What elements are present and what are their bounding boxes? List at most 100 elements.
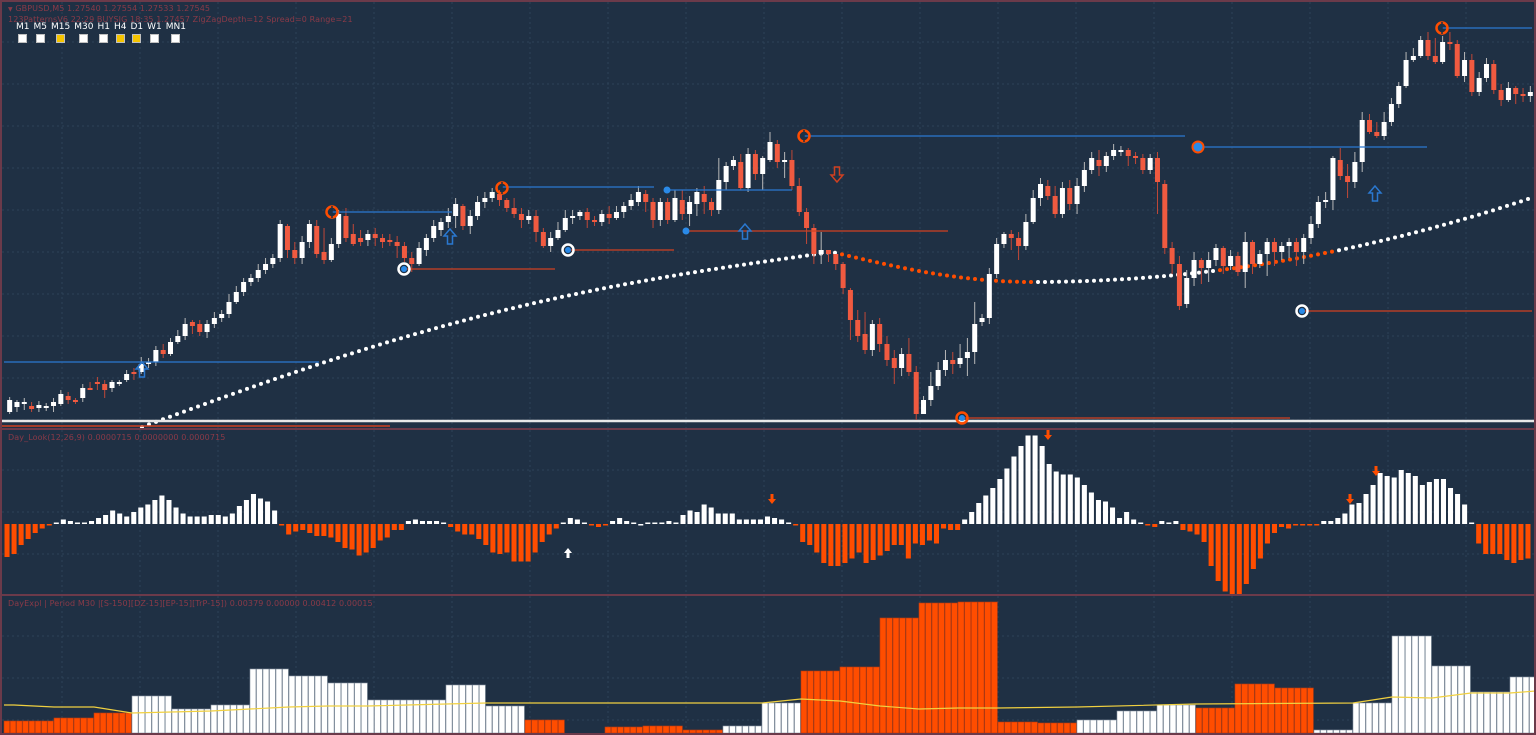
buy-signal-arrow-icon[interactable] xyxy=(442,227,458,245)
bullish-candle[interactable] xyxy=(431,226,437,238)
bullish-candle[interactable] xyxy=(1396,86,1402,104)
bearish-candle[interactable] xyxy=(1008,234,1014,238)
bearish-candle[interactable] xyxy=(1454,44,1460,76)
bearish-candle[interactable] xyxy=(1447,42,1453,44)
bearish-candle[interactable] xyxy=(840,264,846,288)
bullish-candle[interactable] xyxy=(716,180,722,210)
bullish-candle[interactable] xyxy=(299,242,305,258)
bearish-candle[interactable] xyxy=(643,194,649,202)
bearish-candle[interactable] xyxy=(1520,94,1526,96)
bullish-candle[interactable] xyxy=(489,192,495,198)
bullish-candle[interactable] xyxy=(548,238,554,246)
bullish-candle[interactable] xyxy=(687,202,693,214)
bullish-candle[interactable] xyxy=(1228,256,1234,266)
bearish-candle[interactable] xyxy=(29,406,35,409)
bullish-candle[interactable] xyxy=(7,400,13,412)
bearish-candle[interactable] xyxy=(1140,158,1146,170)
bullish-candle[interactable] xyxy=(1264,242,1270,254)
bullish-candle[interactable] xyxy=(1184,278,1190,304)
bearish-candle[interactable] xyxy=(160,350,166,354)
bullish-candle[interactable] xyxy=(109,382,115,388)
bullish-candle[interactable] xyxy=(1352,162,1358,182)
bullish-candle[interactable] xyxy=(248,278,254,282)
bullish-candle[interactable] xyxy=(482,198,488,202)
bullish-candle[interactable] xyxy=(635,192,641,202)
bullish-candle[interactable] xyxy=(613,212,619,218)
bearish-candle[interactable] xyxy=(65,396,71,400)
bullish-candle[interactable] xyxy=(1103,156,1109,166)
bullish-candle[interactable] xyxy=(621,206,627,212)
timeframe-indicator-box[interactable] xyxy=(132,34,142,43)
bullish-candle[interactable] xyxy=(921,400,927,414)
bearish-candle[interactable] xyxy=(1271,242,1277,252)
bearish-candle[interactable] xyxy=(504,200,510,208)
timeframe-indicator-box[interactable] xyxy=(56,34,66,43)
bearish-candle[interactable] xyxy=(1293,242,1299,252)
bullish-candle[interactable] xyxy=(694,192,700,204)
zigzag-top-marker-icon[interactable] xyxy=(1191,140,1205,154)
bearish-candle[interactable] xyxy=(789,160,795,186)
bearish-candle[interactable] xyxy=(1250,242,1256,264)
bullish-candle[interactable] xyxy=(526,216,532,220)
zigzag-bottom-marker-icon[interactable] xyxy=(1295,304,1309,318)
bullish-candle[interactable] xyxy=(935,370,941,386)
bullish-candle[interactable] xyxy=(1388,104,1394,122)
bearish-candle[interactable] xyxy=(1432,56,1438,62)
volume-bar-chart[interactable] xyxy=(2,596,1534,733)
timeframe-h4[interactable]: H4 xyxy=(114,22,126,43)
bearish-candle[interactable] xyxy=(1067,188,1073,204)
bullish-candle[interactable] xyxy=(270,258,276,264)
bearish-candle[interactable] xyxy=(1162,184,1168,248)
bearish-candle[interactable] xyxy=(321,252,327,260)
bullish-candle[interactable] xyxy=(445,216,451,222)
bullish-candle[interactable] xyxy=(760,158,766,174)
bullish-candle[interactable] xyxy=(116,382,122,384)
sell-signal-arrow-icon[interactable] xyxy=(829,166,845,184)
histogram-chart[interactable] xyxy=(2,430,1534,594)
bullish-candle[interactable] xyxy=(562,218,568,230)
bullish-candle[interactable] xyxy=(964,352,970,358)
bearish-candle[interactable] xyxy=(847,290,853,320)
bullish-candle[interactable] xyxy=(555,230,561,238)
bullish-candle[interactable] xyxy=(1242,242,1248,272)
bullish-candle[interactable] xyxy=(1462,60,1468,76)
bearish-candle[interactable] xyxy=(1016,238,1022,246)
bullish-candle[interactable] xyxy=(1118,150,1124,152)
bearish-candle[interactable] xyxy=(387,240,393,242)
bearish-candle[interactable] xyxy=(1367,120,1373,132)
bullish-candle[interactable] xyxy=(1359,120,1365,162)
zigzag-bottom-marker-icon[interactable] xyxy=(561,243,575,257)
bearish-candle[interactable] xyxy=(584,212,590,220)
bullish-candle[interactable] xyxy=(36,405,42,408)
bullish-candle[interactable] xyxy=(599,214,605,222)
bullish-candle[interactable] xyxy=(124,374,130,380)
bullish-candle[interactable] xyxy=(782,160,788,162)
timeframe-indicator-box[interactable] xyxy=(99,34,109,43)
bullish-candle[interactable] xyxy=(153,350,159,362)
bullish-candle[interactable] xyxy=(1081,170,1087,186)
bullish-candle[interactable] xyxy=(1301,238,1307,252)
timeframe-m1[interactable]: M1 xyxy=(16,22,30,43)
bearish-candle[interactable] xyxy=(701,194,707,202)
bullish-candle[interactable] xyxy=(1476,78,1482,92)
bearish-candle[interactable] xyxy=(891,358,897,368)
bearish-candle[interactable] xyxy=(1052,196,1058,214)
bullish-candle[interactable] xyxy=(233,292,239,302)
bearish-candle[interactable] xyxy=(314,226,320,254)
bearish-candle[interactable] xyxy=(1169,248,1175,264)
timeframe-m5[interactable]: M5 xyxy=(34,22,47,43)
buy-signal-arrow-icon[interactable] xyxy=(134,360,150,378)
bearish-candle[interactable] xyxy=(709,202,715,210)
bullish-candle[interactable] xyxy=(146,362,152,364)
bullish-candle[interactable] xyxy=(1381,122,1387,136)
bearish-candle[interactable] xyxy=(72,400,78,402)
timeframe-h1[interactable]: H1 xyxy=(97,22,110,43)
bearish-candle[interactable] xyxy=(496,194,502,200)
bullish-candle[interactable] xyxy=(1023,222,1029,246)
bullish-candle[interactable] xyxy=(1089,158,1095,170)
bullish-candle[interactable] xyxy=(1074,186,1080,204)
collapse-triangle-icon[interactable]: ▼ xyxy=(8,6,13,13)
buy-signal-arrow-icon[interactable] xyxy=(737,222,753,240)
bullish-candle[interactable] xyxy=(453,204,459,216)
bearish-candle[interactable] xyxy=(1154,158,1160,182)
